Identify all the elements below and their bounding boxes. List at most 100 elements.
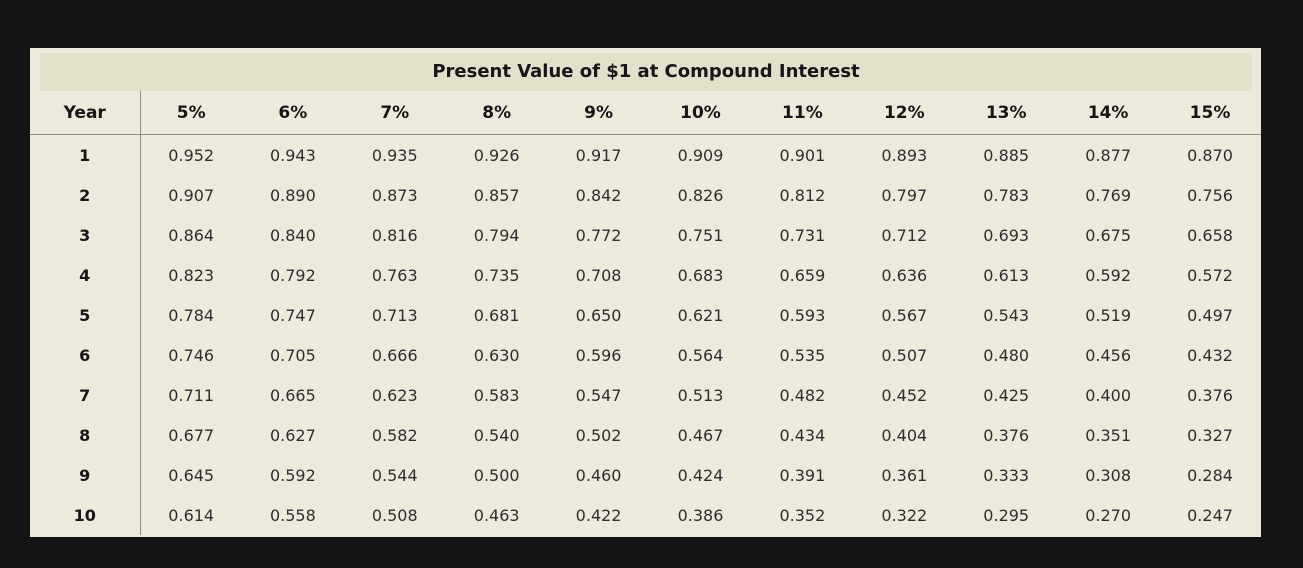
table-row: 1 0.952 0.943 0.935 0.926 0.917 0.909 0.901 0.89…: [30, 134, 1261, 175]
factor-cell: 0.391: [779, 465, 826, 485]
column-header-rate-12: 12%: [853, 91, 956, 135]
factor-cell: 0.792: [269, 265, 316, 285]
factor-cell: 0.613: [983, 265, 1030, 285]
factor-cell: 0.681: [473, 305, 520, 325]
factor-cell: 0.772: [575, 225, 622, 245]
factor-cell: 0.952: [168, 145, 215, 165]
factor-cell: 0.544: [371, 465, 418, 485]
table-row: 5 0.784 0.747 0.713 0.681 0.650 0.621 0.593 0.56…: [30, 295, 1261, 335]
factor-cell: 0.543: [983, 305, 1030, 325]
factor-cell: 0.572: [1187, 265, 1233, 285]
factor-cell: 0.926: [473, 145, 520, 165]
factor-cell: 0.308: [1085, 465, 1132, 485]
year-cell: 2: [30, 175, 141, 215]
factor-cell: 0.877: [1085, 145, 1132, 165]
factor-cell: 0.747: [269, 305, 316, 325]
factor-cell: 0.650: [575, 305, 622, 325]
column-header-rate-11: 11%: [751, 91, 854, 135]
factor-cell: 0.482: [779, 385, 826, 405]
factor-cell: 0.327: [1187, 425, 1233, 445]
factor-cell: 0.361: [881, 465, 928, 485]
table-row: 7 0.711 0.665 0.623 0.583 0.547 0.513 0.482 0.45…: [30, 375, 1261, 415]
pv-factors-table: Year 5% 6% 7% 8% 9% 10% 11% 12% 13% 14% 15% 1 0.952 0…: [30, 91, 1261, 535]
factor-cell: 0.826: [677, 185, 724, 205]
year-cell: 7: [30, 375, 141, 415]
column-header-rate-7: 7%: [343, 91, 446, 135]
factor-cell: 0.432: [1187, 345, 1233, 365]
table-row: 4 0.823 0.792 0.763 0.735 0.708 0.683 0.659 0.63…: [30, 255, 1261, 295]
factor-cell: 0.376: [983, 425, 1030, 445]
factor-cell: 0.333: [983, 465, 1030, 485]
factor-cell: 0.400: [1085, 385, 1132, 405]
factor-cell: 0.404: [881, 425, 928, 445]
factor-cell: 0.567: [881, 305, 928, 325]
factor-cell: 0.713: [371, 305, 418, 325]
factor-cell: 0.816: [371, 225, 418, 245]
table-row: 3 0.864 0.840 0.816 0.794 0.772 0.751 0.731 0.71…: [30, 215, 1261, 255]
factor-cell: 0.558: [269, 505, 316, 525]
factor-cell: 0.666: [371, 345, 418, 365]
factor-cell: 0.665: [269, 385, 316, 405]
table-row: 9 0.645 0.592 0.544 0.500 0.460 0.424 0.391 0.36…: [30, 455, 1261, 495]
present-value-table-card: Present Value of $1 at Compound Interest…: [30, 48, 1261, 537]
factor-cell: 0.890: [269, 185, 316, 205]
factor-cell: 0.907: [168, 185, 215, 205]
factor-cell: 0.627: [269, 425, 316, 445]
column-header-rate-13: 13%: [955, 91, 1058, 135]
factor-cell: 0.636: [881, 265, 928, 285]
factor-cell: 0.893: [881, 145, 928, 165]
year-cell: 8: [30, 415, 141, 455]
factor-cell: 0.935: [371, 145, 418, 165]
factor-cell: 0.480: [983, 345, 1030, 365]
year-cell: 6: [30, 335, 141, 375]
factor-cell: 0.508: [371, 505, 418, 525]
factor-cell: 0.460: [575, 465, 622, 485]
factor-cell: 0.711: [168, 385, 215, 405]
factor-cell: 0.731: [779, 225, 826, 245]
factor-cell: 0.783: [983, 185, 1030, 205]
factor-cell: 0.677: [168, 425, 215, 445]
factor-cell: 0.693: [983, 225, 1030, 245]
year-cell: 1: [30, 134, 141, 175]
factor-cell: 0.885: [983, 145, 1030, 165]
factor-cell: 0.784: [168, 305, 215, 325]
factor-cell: 0.621: [677, 305, 724, 325]
factor-cell: 0.864: [168, 225, 215, 245]
factor-cell: 0.675: [1085, 225, 1132, 245]
year-cell: 9: [30, 455, 141, 495]
factor-cell: 0.630: [473, 345, 520, 365]
factor-cell: 0.917: [575, 145, 622, 165]
factor-cell: 0.535: [779, 345, 826, 365]
factor-cell: 0.452: [881, 385, 928, 405]
factor-cell: 0.500: [473, 465, 520, 485]
factor-cell: 0.284: [1187, 465, 1233, 485]
factor-cell: 0.295: [983, 505, 1030, 525]
factor-cell: 0.756: [1187, 185, 1233, 205]
factor-cell: 0.519: [1085, 305, 1132, 325]
factor-cell: 0.812: [779, 185, 826, 205]
factor-cell: 0.823: [168, 265, 215, 285]
factor-cell: 0.583: [473, 385, 520, 405]
header-row: Year 5% 6% 7% 8% 9% 10% 11% 12% 13% 14% 15%: [30, 91, 1261, 135]
factor-cell: 0.422: [575, 505, 622, 525]
column-header-rate-10: 10%: [649, 91, 752, 135]
factor-cell: 0.763: [371, 265, 418, 285]
table-row: 10 0.614 0.558 0.508 0.463 0.422 0.386 0.352 0.3…: [30, 495, 1261, 535]
factor-cell: 0.467: [677, 425, 724, 445]
factor-cell: 0.623: [371, 385, 418, 405]
factor-cell: 0.540: [473, 425, 520, 445]
factor-cell: 0.746: [168, 345, 215, 365]
factor-cell: 0.547: [575, 385, 622, 405]
factor-cell: 0.247: [1187, 505, 1233, 525]
factor-cell: 0.645: [168, 465, 215, 485]
factor-cell: 0.769: [1085, 185, 1132, 205]
year-cell: 3: [30, 215, 141, 255]
year-cell: 5: [30, 295, 141, 335]
table-row: 8 0.677 0.627 0.582 0.540 0.502 0.467 0.434 0.40…: [30, 415, 1261, 455]
factor-cell: 0.351: [1085, 425, 1132, 445]
table-title: Present Value of $1 at Compound Interest: [40, 53, 1252, 91]
factor-cell: 0.712: [881, 225, 928, 245]
factor-cell: 0.386: [677, 505, 724, 525]
factor-cell: 0.456: [1085, 345, 1132, 365]
factor-cell: 0.425: [983, 385, 1030, 405]
